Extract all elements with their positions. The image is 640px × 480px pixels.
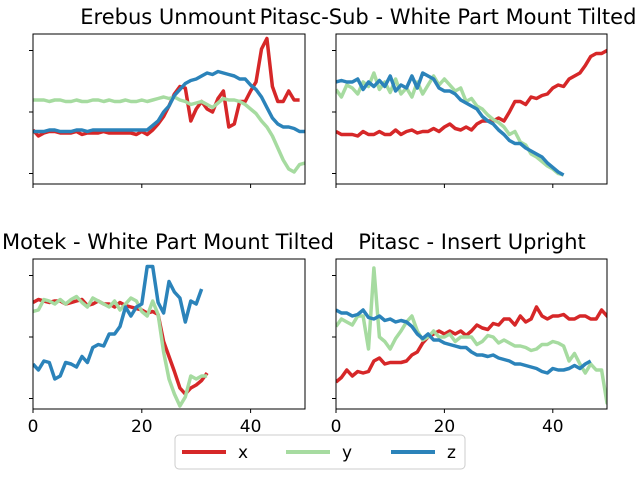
axes-frame <box>32 33 306 185</box>
series-line-y <box>336 266 607 405</box>
legend-label-x: x <box>238 443 248 463</box>
axes-frame <box>335 258 608 410</box>
x-tick-label: 20 <box>131 417 153 437</box>
subplot-title: Motek - White Part Mount Tilted <box>2 230 334 254</box>
x-tick-label: 0 <box>28 417 39 437</box>
legend: x y z <box>174 434 466 470</box>
subplot-motek-white-part-mount-tilted: 0 20 40 Motek - White Part Mount Tilted <box>2 230 334 437</box>
x-tick-label: 20 <box>434 417 456 437</box>
series-line-y <box>33 294 208 408</box>
legend-label-y: y <box>342 443 352 463</box>
axes-frame <box>335 33 608 185</box>
legend-entry-x: x <box>182 443 248 463</box>
legend-label-z: z <box>447 443 456 463</box>
subplot-pitasc-insert-upright: 0 20 40 Pitasc - Insert Upright <box>331 230 608 437</box>
x-tick-label: 0 <box>331 417 342 437</box>
subplot-title: Erebus Unmount <box>80 5 255 29</box>
series-line-z <box>336 71 565 177</box>
series-line-x <box>336 305 607 384</box>
x-tick-label: 40 <box>240 417 262 437</box>
legend-entry-z: z <box>391 443 456 463</box>
subplot-title: Pitasc - Insert Upright <box>358 230 586 254</box>
series-line-y <box>33 95 305 174</box>
series-line-z <box>336 308 592 375</box>
subplot-title: Pitasc-Sub - White Part Mount Tilted <box>260 5 637 29</box>
axes-frame <box>32 258 306 410</box>
legend-entry-y: y <box>286 443 352 463</box>
series-line-y <box>336 71 565 177</box>
subplot-erebus-unmount: Erebus Unmount <box>29 5 306 188</box>
x-tick-label: 40 <box>542 417 564 437</box>
series-line-z <box>33 264 204 381</box>
series-line-x <box>336 48 607 138</box>
series-line-z <box>33 69 305 134</box>
subplot-pitasc-sub-white-part-mount-tilted: Pitasc-Sub - White Part Mount Tilted <box>260 5 637 188</box>
